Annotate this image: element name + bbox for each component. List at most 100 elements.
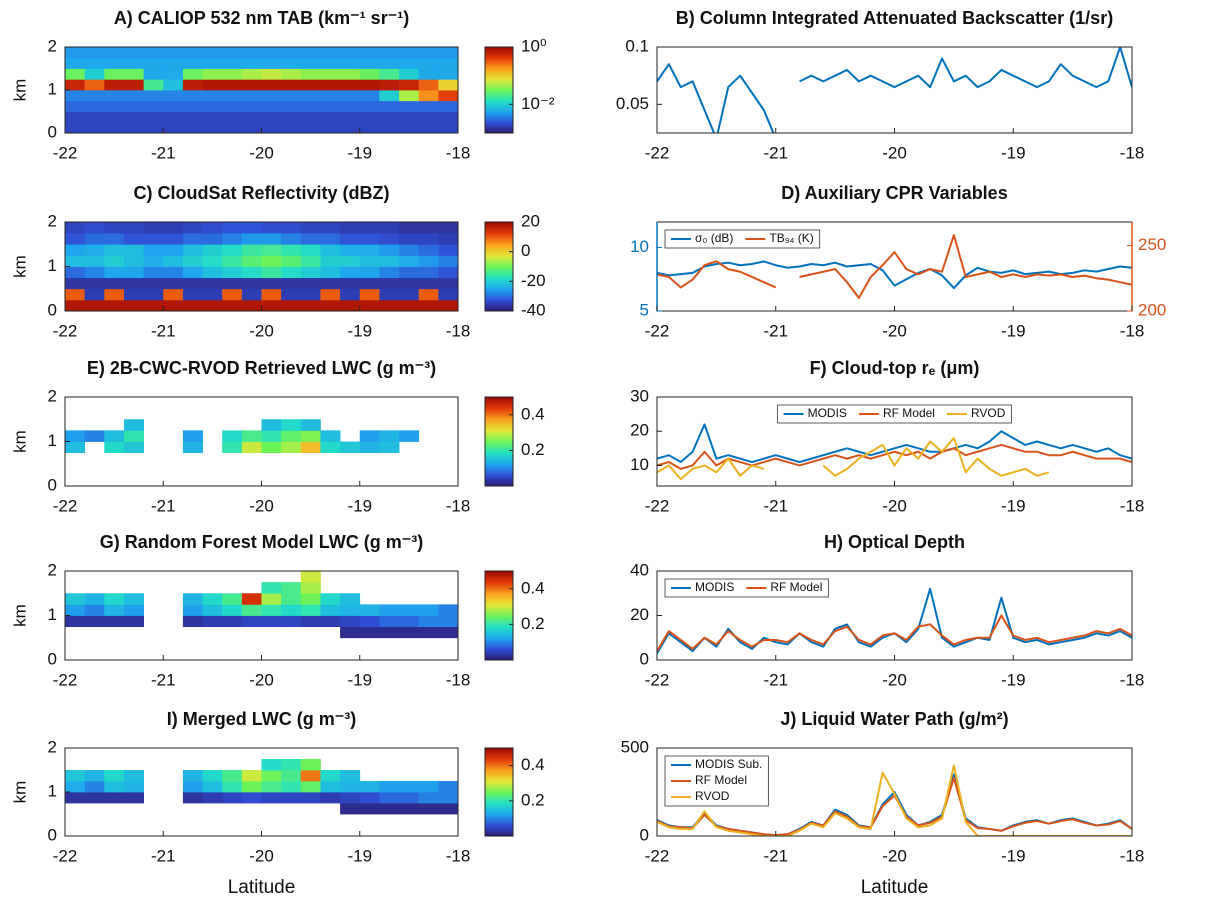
colorbar-step bbox=[485, 236, 513, 239]
heatmap-cell bbox=[182, 79, 203, 91]
y-axis-label: km bbox=[10, 255, 29, 278]
heatmap-cell bbox=[418, 68, 439, 80]
heatmap-cell bbox=[143, 266, 164, 279]
heatmap-cell bbox=[65, 770, 86, 782]
heatmap-cell bbox=[202, 266, 223, 279]
colorbar-frame bbox=[484, 747, 514, 837]
colorbar-step bbox=[485, 630, 513, 633]
heatmap-cell bbox=[379, 57, 400, 69]
colorbar-step bbox=[485, 453, 513, 456]
colorbar-step bbox=[485, 58, 513, 61]
legend: MODIS Sub. RF Model RVOD bbox=[664, 755, 769, 807]
heatmap-cell bbox=[320, 233, 341, 245]
colorbar-step bbox=[485, 429, 513, 432]
heatmap-cell bbox=[300, 255, 321, 267]
heatmap-cell bbox=[300, 582, 321, 594]
heatmap-cell bbox=[379, 90, 400, 102]
heatmap-cell bbox=[379, 277, 400, 290]
colorbar-step bbox=[485, 407, 513, 410]
heatmap-cell bbox=[438, 47, 459, 59]
heatmap-cell bbox=[261, 266, 282, 279]
heatmap-cell bbox=[320, 441, 341, 454]
heatmap-cell bbox=[359, 792, 380, 804]
heatmap-cell bbox=[281, 615, 302, 628]
heatmap-cell bbox=[123, 57, 144, 69]
colorbar-step bbox=[485, 128, 513, 131]
heatmap-cell bbox=[300, 759, 321, 771]
y-tick-label: 2 bbox=[48, 36, 57, 55]
heatmap-cell bbox=[281, 781, 302, 793]
heatmap-cell bbox=[123, 419, 144, 431]
colorbar-step bbox=[485, 787, 513, 790]
colorbar-tick-label: 10⁻² bbox=[521, 94, 555, 113]
heatmap-cell bbox=[261, 111, 282, 123]
heatmap-cell bbox=[399, 604, 420, 616]
heatmap-cell bbox=[300, 593, 321, 605]
heatmap-cell bbox=[123, 441, 144, 454]
heatmap-cell bbox=[359, 233, 380, 245]
heatmap-cell bbox=[399, 255, 420, 267]
heatmap-cell bbox=[281, 419, 302, 431]
heatmap-cell bbox=[359, 68, 380, 80]
heatmap-cell bbox=[281, 122, 302, 134]
heatmap-cell bbox=[281, 792, 302, 804]
colorbar-step bbox=[485, 767, 513, 770]
panel-title: F) Cloud-top rₑ (μm) bbox=[810, 358, 980, 378]
colorbar-step bbox=[485, 809, 513, 812]
colorbar-step bbox=[485, 398, 513, 401]
colorbar-step bbox=[485, 232, 513, 235]
heatmap-cell bbox=[222, 615, 243, 628]
heatmap-cell bbox=[123, 233, 144, 245]
colorbar-step bbox=[485, 98, 513, 101]
heatmap-cell bbox=[399, 233, 420, 245]
colorbar-step bbox=[485, 824, 513, 827]
y-tick-label: 2 bbox=[48, 211, 57, 230]
heatmap-cell bbox=[438, 90, 459, 102]
legend-label: RVOD bbox=[971, 406, 1006, 420]
heatmap-cell bbox=[104, 430, 125, 442]
colorbar-step bbox=[485, 257, 513, 260]
colorbar-step bbox=[485, 78, 513, 81]
heatmap-cell bbox=[359, 441, 380, 454]
heatmap-cell bbox=[418, 222, 439, 234]
heatmap-cell bbox=[359, 79, 380, 91]
heatmap-cell bbox=[163, 57, 184, 69]
x-tick-label: -18 bbox=[446, 496, 471, 515]
y-axis-label: km bbox=[10, 781, 29, 804]
heatmap-cell bbox=[65, 233, 86, 245]
colorbar-step bbox=[485, 419, 513, 422]
colorbar-step bbox=[485, 420, 513, 423]
heatmap-cell bbox=[300, 571, 321, 583]
colorbar-step bbox=[485, 254, 513, 257]
colorbar-step bbox=[485, 100, 513, 102]
colorbar-step bbox=[485, 573, 513, 576]
colorbar: 10⁰ 10⁻² bbox=[484, 36, 555, 134]
heatmap bbox=[65, 222, 459, 312]
colorbar-step bbox=[485, 285, 513, 288]
heatmap-cell bbox=[300, 615, 321, 628]
heatmap-cell bbox=[222, 122, 243, 134]
heatmap-cell bbox=[202, 100, 223, 112]
x-tick-label: -22 bbox=[53, 496, 78, 515]
heatmap-cell bbox=[143, 57, 164, 69]
colorbar-step bbox=[485, 806, 513, 809]
colorbar-step bbox=[485, 428, 513, 431]
heatmap-cell bbox=[340, 615, 361, 628]
colorbar-step bbox=[485, 799, 513, 802]
heatmap-cell bbox=[163, 100, 184, 112]
heatmap-cell bbox=[163, 233, 184, 245]
colorbar-step bbox=[485, 242, 513, 245]
colorbar-step bbox=[485, 783, 513, 786]
heatmap-cell bbox=[123, 792, 144, 804]
data-line bbox=[657, 443, 1132, 470]
data-line bbox=[657, 423, 1132, 464]
heatmap-cell bbox=[320, 57, 341, 69]
heatmap-cell bbox=[202, 222, 223, 234]
heatmap-cell bbox=[340, 47, 361, 59]
colorbar-step bbox=[485, 800, 513, 803]
heatmap-cell bbox=[222, 781, 243, 793]
colorbar-tick-label: 0.2 bbox=[521, 614, 545, 633]
heatmap-cell bbox=[84, 430, 105, 442]
colorbar-step bbox=[485, 622, 513, 625]
heatmap-cell bbox=[241, 770, 262, 782]
